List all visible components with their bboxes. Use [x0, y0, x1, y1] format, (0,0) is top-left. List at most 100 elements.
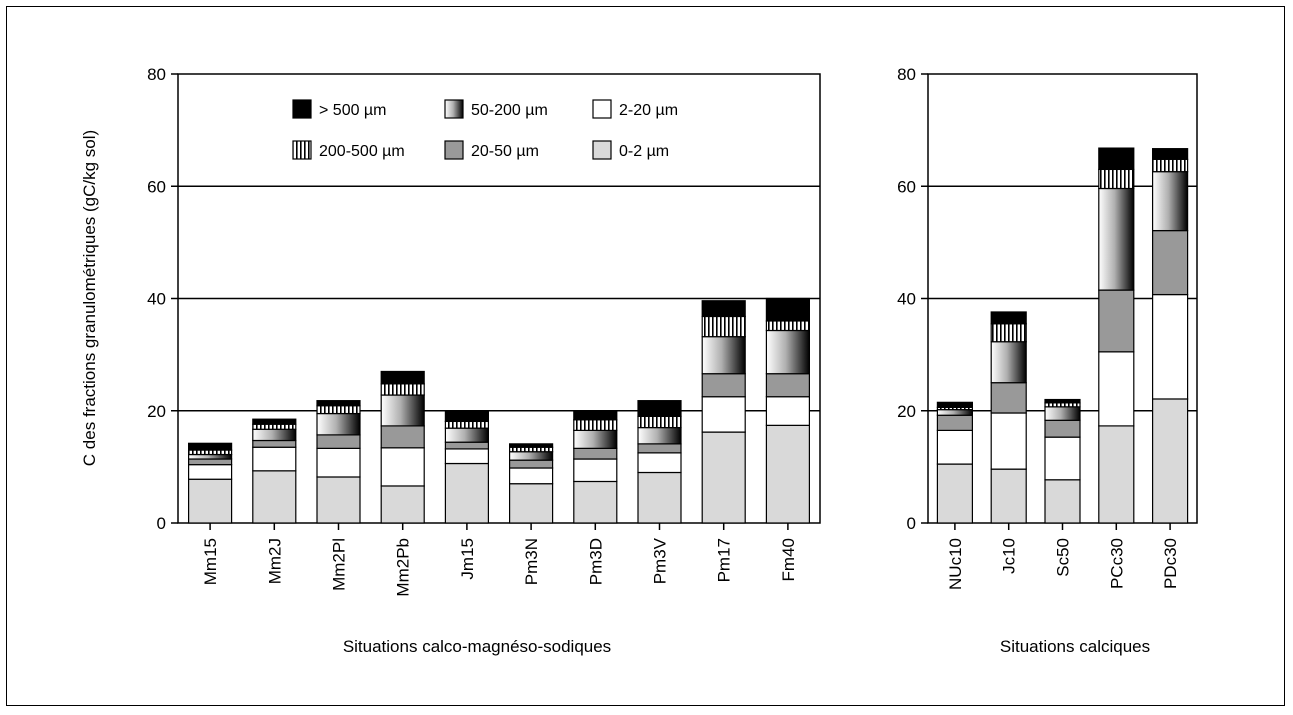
bar-segment-mm2j-50-200-m — [252, 428, 297, 442]
y-tick-label: 0 — [907, 514, 916, 533]
bar-segment-jc10-20-50-m — [990, 382, 1027, 414]
x-tick-label-mm2pl: Mm2Pl — [330, 538, 349, 591]
x-tick-label-fm40: Fm40 — [779, 538, 798, 581]
x-tick-label-pm3n: Pm3N — [522, 538, 541, 585]
bar-segment-pm3v-200-500-m — [637, 415, 682, 429]
bar-pcc30 — [1098, 147, 1135, 524]
legend: > 500 µm 50-200 µm 2-20 µm 200-500 µm 20-50 … — [292, 99, 678, 160]
bar-segment-jm15-2-20-m — [444, 448, 489, 465]
bar-segment-pm3v-500-m — [637, 400, 682, 417]
legend-item-200-500-m: 200-500 µm — [292, 140, 405, 160]
bar-segment-pcc30-20-50-m — [1098, 289, 1135, 353]
bar-segment-mm2pl-0-2-m — [316, 476, 361, 524]
bar-segment-pm3n-50-200-m — [509, 451, 554, 461]
bar-segment-pcc30-2-20-m — [1098, 351, 1135, 427]
bar-segment-jc10-2-20-m — [990, 412, 1027, 470]
bar-segment-jm15-200-500-m — [444, 420, 489, 429]
bar-segment-mm2pb-20-50-m — [380, 425, 425, 449]
bar-segment-jc10-200-500-m — [990, 323, 1027, 343]
bar-jc10 — [990, 311, 1027, 524]
bar-segment-nuc10-500-m — [936, 401, 974, 408]
legend-label: 0-2 µm — [619, 143, 669, 160]
bar-pm3d — [573, 411, 618, 524]
bar-segment-pdc30-20-50-m — [1151, 229, 1189, 296]
chart-panel-1: 0 20 40 60 80 Mm15 Mm2J Mm2Pl Mm2Pb Jm15 Pm3N Pm3D P… — [147, 65, 821, 597]
bar-jm15 — [444, 410, 489, 524]
bar-segment-pcc30-200-500-m — [1098, 168, 1135, 190]
bar-segment-pm17-200-500-m — [701, 315, 746, 338]
bar-nuc10 — [936, 401, 974, 524]
bar-segment-pm3d-500-m — [573, 411, 618, 421]
bar-segment-nuc10-2-20-m — [936, 429, 974, 465]
bar-segment-pdc30-2-20-m — [1151, 293, 1189, 400]
bar-segment-pm3d-200-500-m — [573, 419, 618, 431]
bar-segment-fm40-50-200-m — [765, 329, 811, 375]
bar-segment-fm40-0-2-m — [765, 424, 811, 524]
bar-segment-mm2pl-2-20-m — [316, 447, 361, 478]
x-tick-label-jc10: Jc10 — [1000, 538, 1019, 574]
bar-segment-pm3n-200-500-m — [509, 446, 554, 453]
x-tick-label-pm17: Pm17 — [715, 538, 734, 582]
bar-segment-sc50-20-50-m — [1044, 419, 1081, 438]
bar-segment-pcc30-50-200-m — [1098, 187, 1135, 291]
bar-segment-fm40-500-m — [765, 297, 811, 322]
y-tick-label: 80 — [147, 65, 166, 84]
bar-segment-sc50-50-200-m — [1044, 406, 1081, 421]
bar-segment-mm2j-0-2-m — [252, 470, 297, 524]
bar-segment-jm15-50-200-m — [444, 427, 489, 443]
bar-segment-jc10-500-m — [990, 311, 1027, 325]
x-tick-label-sc50: Sc50 — [1054, 538, 1073, 577]
x-tick-label-mm2j: Mm2J — [265, 538, 284, 584]
bar-segment-sc50-2-20-m — [1044, 436, 1081, 481]
bar-segment-mm15-2-20-m — [188, 464, 233, 480]
y-tick-label: 40 — [147, 290, 166, 309]
bar-segment-pcc30-0-2-m — [1098, 425, 1135, 524]
legend-swatch — [444, 140, 464, 160]
legend-label: 200-500 µm — [319, 143, 405, 160]
bar-pdc30 — [1151, 148, 1189, 524]
y-axis-label: C des fractions granulométriques (gC/kg … — [80, 130, 99, 466]
bar-pm17 — [701, 300, 746, 524]
y-tick-label: 20 — [897, 402, 916, 421]
bar-segment-pm3n-20-50-m — [509, 459, 554, 469]
bar-segment-mm2j-500-m — [252, 418, 297, 425]
bar-segment-sc50-500-m — [1044, 398, 1081, 404]
bar-segment-mm2pl-20-50-m — [316, 434, 361, 449]
bar-segment-pm3v-0-2-m — [637, 471, 682, 524]
bar-segment-pm3n-2-20-m — [509, 467, 554, 485]
x-axis-label-right: Situations calciques — [1000, 637, 1150, 656]
bar-segment-pm3v-2-20-m — [637, 452, 682, 474]
bar-segment-mm2pl-500-m — [316, 400, 361, 407]
legend-item-500-m: > 500 µm — [292, 99, 386, 119]
x-axis-label-left: Situations calco-magnéso-sodiques — [343, 637, 611, 656]
legend-item-20-50-m: 20-50 µm — [444, 140, 539, 160]
bar-segment-sc50-0-2-m — [1044, 479, 1081, 524]
y-tick-label: 80 — [897, 65, 916, 84]
bar-segment-pm3d-20-50-m — [573, 447, 618, 460]
x-tick-label-mm15: Mm15 — [201, 538, 220, 585]
bar-segment-pm17-20-50-m — [701, 373, 746, 398]
bar-segment-jm15-20-50-m — [444, 441, 489, 450]
x-tick-label-mm2pb: Mm2Pb — [394, 538, 413, 597]
figure-frame — [6, 6, 1285, 706]
bar-segment-mm2j-200-500-m — [252, 423, 297, 430]
x-tick-label-pm3v: Pm3V — [651, 537, 670, 584]
bar-mm2pl — [316, 400, 361, 524]
bar-segment-mm2j-2-20-m — [252, 446, 297, 472]
bar-segment-mm2pb-50-200-m — [380, 394, 425, 427]
bar-segment-pm3d-50-200-m — [573, 429, 618, 449]
x-tick-label-pcc30: PCc30 — [1107, 538, 1126, 589]
bar-segment-pcc30-500-m — [1098, 147, 1135, 171]
bar-segment-mm2pb-500-m — [380, 370, 425, 385]
legend-item-2-20-m: 2-20 µm — [592, 99, 678, 119]
y-tick-label: 60 — [897, 177, 916, 196]
bar-segment-mm2pb-2-20-m — [380, 447, 425, 487]
bar-segment-pm17-2-20-m — [701, 396, 746, 433]
y-tick-label: 60 — [147, 177, 166, 196]
bar-segment-pm17-0-2-m — [701, 431, 746, 524]
legend-label: 20-50 µm — [471, 143, 539, 160]
bar-segment-mm2pl-50-200-m — [316, 412, 361, 436]
bar-segment-pm17-50-200-m — [701, 336, 746, 375]
bar-segment-jc10-0-2-m — [990, 468, 1027, 524]
legend-swatch — [592, 99, 612, 119]
